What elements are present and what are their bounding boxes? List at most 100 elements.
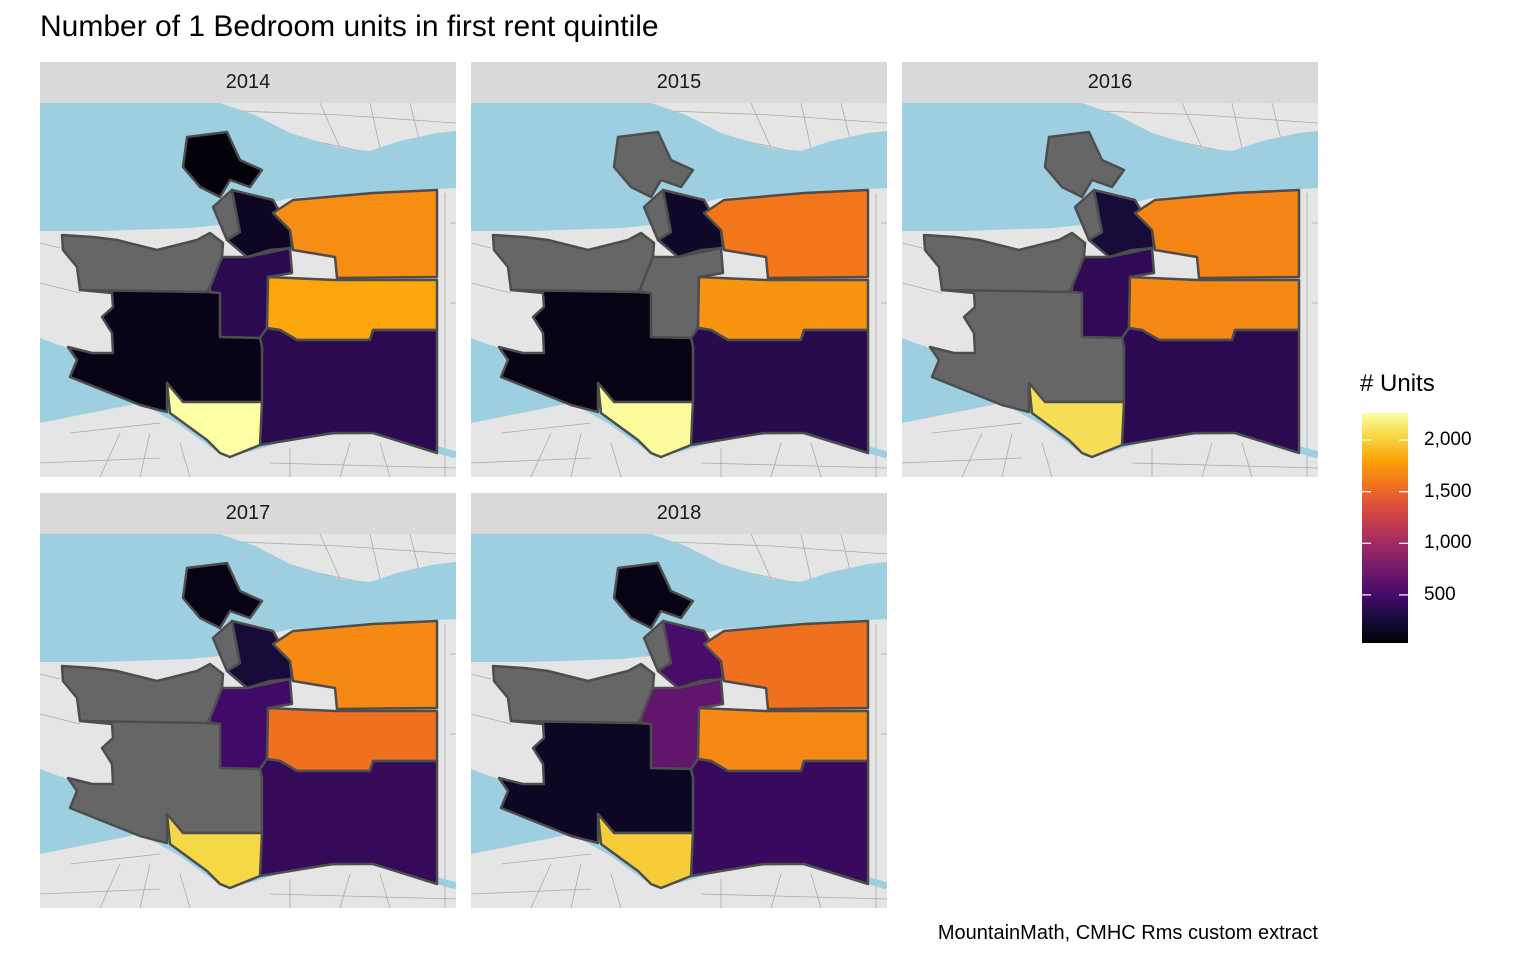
region-zone-j: [596, 381, 695, 459]
region-zone-d: [271, 619, 439, 711]
facet-2014: 2014: [40, 62, 456, 477]
road-line: [670, 110, 887, 124]
road-line: [800, 534, 812, 580]
road-line: [1241, 442, 1253, 477]
region-zone-j: [1027, 381, 1126, 459]
region-zone-e: [491, 662, 656, 725]
region-zone-a: [1043, 130, 1126, 199]
road-line: [409, 534, 421, 575]
region-zone-i: [497, 719, 695, 845]
road-line: [530, 863, 552, 908]
map-panel: [40, 103, 456, 477]
road-line: [319, 103, 341, 149]
road-line: [500, 422, 592, 434]
region-zone-d: [1133, 188, 1301, 280]
region-zone-h: [258, 326, 439, 455]
road-line: [139, 432, 151, 477]
road-line: [810, 873, 822, 908]
region-zone-e: [60, 231, 225, 294]
legend-title: # Units: [1360, 370, 1435, 397]
road-line: [840, 103, 852, 144]
region-zone-j: [165, 812, 264, 890]
road-line: [1041, 442, 1053, 477]
road-line: [319, 534, 341, 580]
chart-title: Number of 1 Bedroom units in first rent …: [40, 10, 659, 43]
facet-2018: 2018: [471, 493, 887, 908]
road-line: [69, 853, 161, 865]
road-line: [570, 863, 582, 908]
road-line: [239, 541, 456, 555]
road-line: [750, 534, 772, 580]
road-line: [40, 888, 161, 895]
road-line: [750, 103, 772, 149]
region-zone-j: [165, 381, 264, 459]
map-panel: [471, 534, 887, 908]
region-zone-i: [66, 719, 264, 845]
facet-2015: 2015: [471, 62, 887, 477]
road-line: [1231, 103, 1243, 149]
road-line: [339, 442, 351, 477]
road-line: [40, 673, 61, 680]
road-line: [339, 873, 351, 908]
road-line: [179, 873, 191, 908]
road-line: [471, 282, 512, 294]
road-line: [179, 442, 191, 477]
road-line: [530, 432, 552, 477]
road-line: [902, 282, 943, 294]
map-panel: [471, 103, 887, 477]
road-line: [471, 457, 592, 464]
road-line: [99, 863, 121, 908]
road-line: [700, 462, 887, 469]
road-line: [800, 103, 812, 149]
road-line: [40, 282, 81, 294]
region-zone-a: [612, 130, 695, 199]
region-zone-e: [491, 231, 656, 294]
road-line: [570, 432, 582, 477]
road-line: [471, 713, 512, 725]
road-line: [610, 873, 622, 908]
road-line: [1201, 442, 1213, 477]
region-zone-d: [271, 188, 439, 280]
facet-strip-label: 2016: [902, 62, 1318, 103]
caption: MountainMath, CMHC Rms custom extract: [937, 922, 1318, 944]
road-line: [770, 873, 782, 908]
road-line: [40, 457, 161, 464]
road-line: [840, 534, 852, 575]
region-zone-i: [928, 288, 1126, 414]
facet-strip-label: 2017: [40, 493, 456, 534]
road-line: [810, 442, 822, 477]
region-zone-a: [181, 130, 264, 199]
road-line: [902, 457, 1023, 464]
road-line: [670, 541, 887, 555]
region-zone-j: [596, 812, 695, 890]
road-line: [500, 853, 592, 865]
legend: # Units 2,000 1,500 1,000 500: [1360, 370, 1472, 643]
road-line: [770, 442, 782, 477]
legend-colorbar: [1362, 413, 1408, 643]
facet-strip-label: 2015: [471, 62, 887, 103]
region-zone-a: [181, 561, 264, 630]
road-line: [471, 888, 592, 895]
road-line: [239, 110, 456, 124]
region-zone-h: [689, 757, 870, 886]
road-line: [379, 873, 391, 908]
road-line: [1131, 462, 1318, 469]
region-zone-a: [612, 561, 695, 630]
region-zone-e: [922, 231, 1087, 294]
road-line: [409, 103, 421, 144]
facet-2016: 2016: [902, 62, 1318, 477]
road-line: [931, 422, 1023, 434]
road-line: [369, 103, 381, 149]
region-zone-d: [702, 619, 870, 711]
road-line: [139, 863, 151, 908]
road-line: [40, 242, 61, 249]
facet-strip-label: 2018: [471, 493, 887, 534]
road-line: [1181, 103, 1203, 149]
region-zone-i: [66, 288, 264, 414]
road-line: [1001, 432, 1013, 477]
region-zone-i: [497, 288, 695, 414]
facet-2017: 2017: [40, 493, 456, 908]
road-line: [269, 462, 456, 469]
road-line: [269, 893, 456, 900]
road-line: [369, 534, 381, 580]
